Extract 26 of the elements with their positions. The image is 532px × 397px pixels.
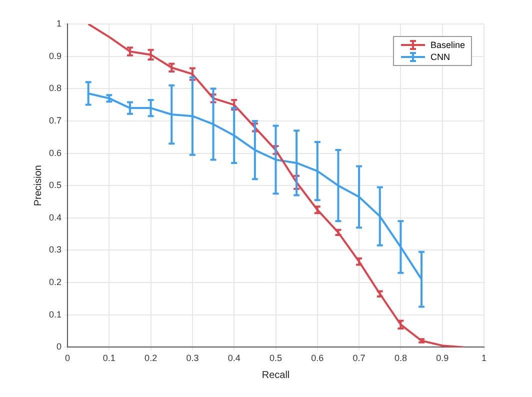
y-tick-label: 0.9 [48,50,62,61]
x-tick-label: 0.9 [436,353,449,364]
x-tick-label: 0.7 [352,353,366,364]
x-tick-label: 0.5 [270,353,282,364]
y-tick-label: 1 [56,18,62,28]
y-tick-label: 0.8 [48,83,62,94]
y-axis-title: Precision [32,165,44,206]
x-tick-label: 0.6 [311,353,324,364]
y-tick-label: 0.1 [48,309,62,320]
x-tick-label: 0.2 [144,353,158,364]
x-tick-label: 0.1 [102,353,116,364]
y-tick-label: 0.3 [48,244,62,255]
x-tick-label: 0.3 [186,353,199,364]
y-tick-label: 0.2 [48,277,62,288]
x-tick-label: 1 [481,353,487,364]
legend-label: Baseline [430,39,465,51]
x-tick-label: 0 [65,353,70,364]
x-tick-label: 0.4 [228,353,240,364]
legend-label: CNN [430,51,450,63]
y-tick-label: 0 [56,342,62,352]
y-tick-label: 0.7 [48,115,62,126]
x-axis-title: Recall [262,370,290,381]
y-tick-label: 0.4 [48,212,62,222]
x-tick-label: 0.8 [394,353,407,364]
y-tick-label: 0.6 [48,148,62,158]
y-tick-label: 0.5 [48,180,62,190]
